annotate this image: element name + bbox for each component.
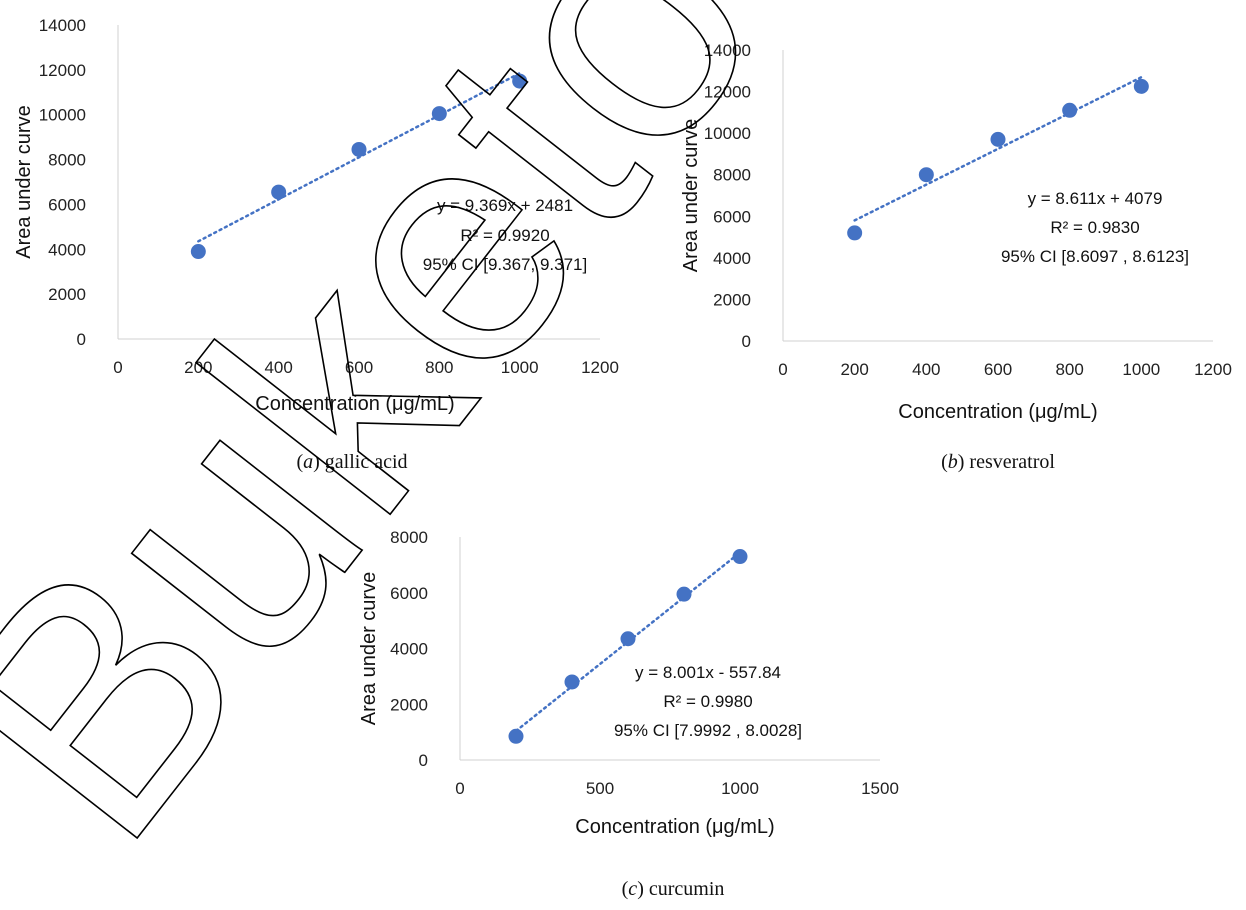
x-tick-label: 1200 (581, 358, 619, 377)
caption-letter: b (948, 451, 958, 473)
regression-annotation: y = 9.369x + 2481 (437, 196, 573, 215)
panel-caption: (c) curcumin (622, 878, 725, 900)
data-point (431, 106, 447, 122)
panel-caption: (a) gallic acid (296, 451, 407, 473)
data-point (564, 674, 580, 690)
regression-annotation: R² = 0.9830 (1050, 218, 1139, 237)
y-tick-label: 6000 (713, 207, 751, 226)
data-point (271, 184, 287, 200)
caption-letter: c (628, 878, 637, 900)
caption-text: ) gallic acid (313, 451, 407, 473)
regression-annotation: 95% CI [9.367, 9.371] (423, 255, 587, 274)
y-tick-label: 0 (742, 332, 751, 351)
x-tick-label: 0 (113, 358, 122, 377)
x-tick-label: 800 (425, 358, 453, 377)
y-tick-label: 10000 (39, 106, 86, 125)
x-tick-label: 200 (840, 360, 868, 379)
y-tick-label: 4000 (48, 240, 86, 259)
x-tick-label: 0 (455, 779, 464, 798)
data-point (351, 141, 367, 157)
data-point (1133, 78, 1149, 94)
caption-paren-open: ( (941, 451, 948, 473)
x-tick-label: 0 (778, 360, 787, 379)
x-axis-title: Concentration (μg/mL) (255, 393, 454, 415)
data-point (732, 549, 748, 565)
x-tick-label: 400 (912, 360, 940, 379)
data-point (676, 586, 692, 602)
x-tick-label: 200 (184, 358, 212, 377)
y-tick-label: 0 (419, 751, 428, 770)
y-tick-label: 8000 (713, 166, 751, 185)
regression-annotation: R² = 0.9920 (460, 226, 549, 245)
x-tick-label: 500 (586, 779, 614, 798)
regression-annotation: R² = 0.9980 (663, 692, 752, 711)
y-tick-label: 12000 (704, 83, 751, 102)
x-tick-label: 1200 (1194, 360, 1232, 379)
caption-letter: a (303, 451, 313, 473)
regression-annotation: y = 8.001x - 557.84 (635, 663, 781, 682)
y-axis-title: Area under curve (13, 105, 35, 258)
panel-caption: (b) resveratrol (941, 451, 1055, 473)
y-tick-label: 10000 (704, 124, 751, 143)
x-tick-label: 600 (984, 360, 1012, 379)
chart-panel-3: 0 2000 4000 6000 8000 0 500 1000 1500 Concentrati… (358, 528, 899, 900)
regression-annotation: 95% CI [8.6097 , 8.6123] (1001, 247, 1189, 266)
chart-panel-1: 0 2000 4000 6000 8000 10000 12000 14000 0 200 400 6… (13, 16, 619, 473)
x-tick-label: 600 (345, 358, 373, 377)
caption-text: ) curcumin (637, 878, 724, 900)
y-axis-title: Area under curve (358, 572, 380, 725)
x-axis-title: Concentration (μg/mL) (898, 401, 1097, 423)
y-tick-label: 4000 (390, 640, 428, 659)
y-axis-title: Area under curve (680, 119, 702, 272)
x-tick-label: 1000 (501, 358, 539, 377)
data-point (990, 131, 1006, 147)
y-tick-label: 2000 (390, 695, 428, 714)
y-tick-label: 6000 (390, 584, 428, 603)
y-tick-label: 2000 (713, 290, 751, 309)
data-point (190, 244, 206, 260)
x-tick-label: 1000 (1122, 360, 1160, 379)
y-tick-label: 12000 (39, 61, 86, 80)
data-point (620, 631, 636, 647)
trendline (853, 75, 1143, 222)
chart-panel-2: 0 2000 4000 6000 8000 10000 12000 14000 0 200 400 6… (680, 41, 1232, 473)
caption-paren-open: ( (622, 878, 629, 900)
x-tick-label: 1500 (861, 779, 899, 798)
data-point (512, 73, 528, 89)
y-tick-label: 8000 (48, 151, 86, 170)
y-tick-label: 4000 (713, 249, 751, 268)
x-tick-label: 400 (264, 358, 292, 377)
data-point (918, 167, 934, 183)
data-point (508, 728, 524, 744)
data-point (847, 225, 863, 241)
x-tick-label: 800 (1055, 360, 1083, 379)
y-tick-label: 14000 (39, 16, 86, 35)
data-point (1062, 102, 1078, 118)
y-tick-label: 8000 (390, 528, 428, 547)
y-tick-label: 0 (77, 330, 86, 349)
regression-annotation: y = 8.611x + 4079 (1028, 189, 1163, 208)
regression-annotation: 95% CI [7.9992 , 8.0028] (614, 721, 802, 740)
trendline (197, 71, 521, 243)
caption-text: ) resveratrol (958, 451, 1056, 473)
y-tick-label: 14000 (704, 41, 751, 60)
x-axis-title: Concentration (μg/mL) (575, 816, 774, 838)
caption-paren-open: ( (296, 451, 303, 473)
x-tick-label: 1000 (721, 779, 759, 798)
y-tick-label: 6000 (48, 195, 86, 214)
y-tick-label: 2000 (48, 285, 86, 304)
